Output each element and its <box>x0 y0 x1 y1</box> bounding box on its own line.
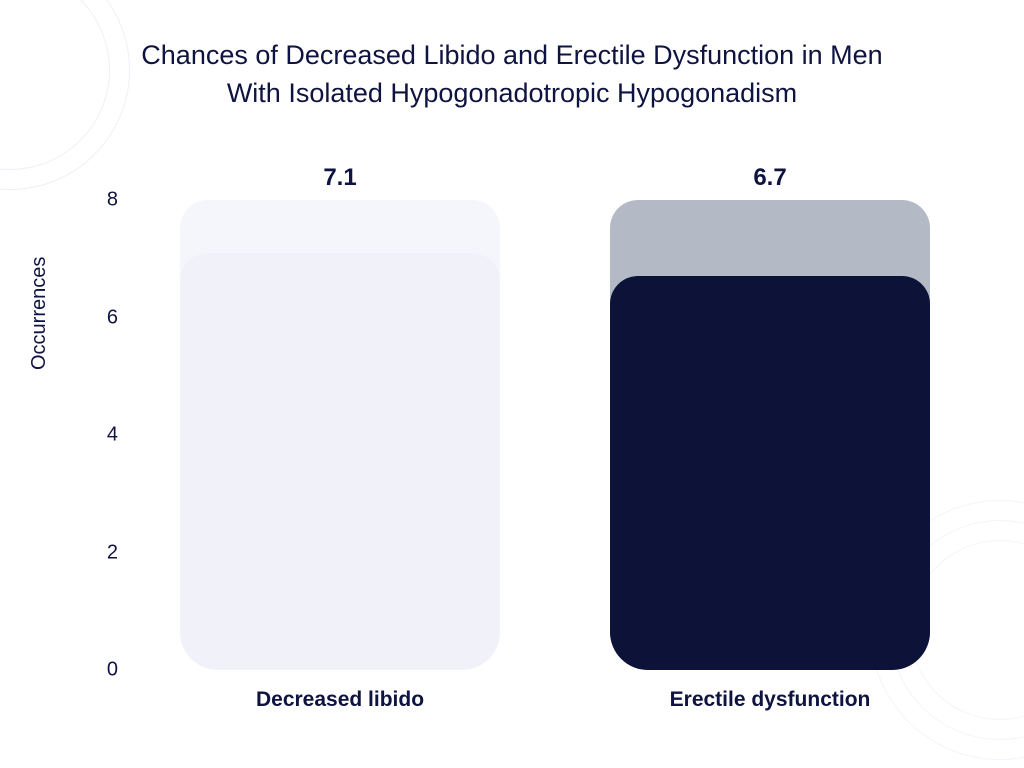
bar-foreground <box>610 276 930 670</box>
x-category-label: Erectile dysfunction <box>610 688 930 712</box>
x-category-label: Decreased libido <box>180 688 500 712</box>
bar-chart: Chances of Decreased Libido and Erectile… <box>0 0 1024 768</box>
bar-group: 7.1Decreased libido <box>180 200 500 670</box>
y-tick-label: 6 <box>90 306 118 329</box>
bar-value-label: 7.1 <box>180 164 500 192</box>
y-axis-label: Occurrences <box>28 257 51 370</box>
y-tick-label: 8 <box>90 189 118 212</box>
swirl-decoration <box>0 0 110 170</box>
swirl-decoration <box>0 0 130 190</box>
bar-value-label: 6.7 <box>610 164 930 192</box>
chart-title: Chances of Decreased Libido and Erectile… <box>120 36 904 113</box>
bar-foreground <box>180 253 500 670</box>
y-tick-label: 0 <box>90 659 118 682</box>
y-tick-label: 4 <box>90 424 118 447</box>
bar-group: 6.7Erectile dysfunction <box>610 200 930 670</box>
y-tick-label: 2 <box>90 541 118 564</box>
plot-area: 024687.1Decreased libido6.7Erectile dysf… <box>125 200 945 670</box>
